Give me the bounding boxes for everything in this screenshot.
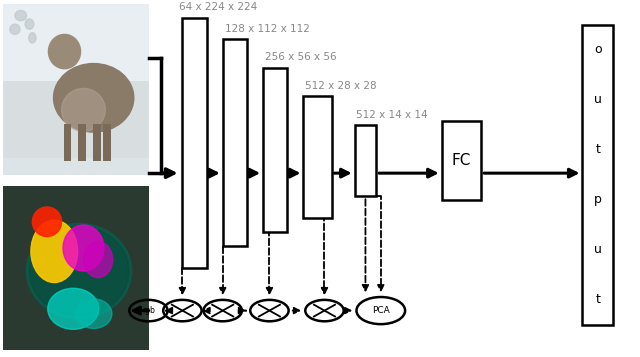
Text: o: o	[594, 44, 602, 56]
Ellipse shape	[29, 227, 129, 315]
Ellipse shape	[83, 241, 113, 278]
Ellipse shape	[61, 89, 106, 131]
Ellipse shape	[33, 207, 61, 237]
Bar	[3, 4, 149, 175]
Bar	[355, 125, 376, 196]
Bar	[263, 68, 287, 232]
Bar	[442, 121, 481, 200]
Text: u: u	[594, 94, 602, 106]
Text: t: t	[595, 144, 600, 156]
Ellipse shape	[29, 33, 36, 43]
Ellipse shape	[26, 223, 132, 319]
Bar	[223, 39, 247, 246]
Bar	[3, 4, 149, 81]
Bar	[93, 124, 100, 161]
Bar	[303, 96, 332, 218]
Text: FC: FC	[452, 153, 471, 168]
Ellipse shape	[10, 24, 20, 34]
Text: 512 x 28 x 28: 512 x 28 x 28	[305, 81, 377, 91]
Text: t: t	[595, 293, 600, 306]
Ellipse shape	[76, 299, 112, 328]
Ellipse shape	[31, 220, 77, 282]
Bar	[582, 25, 613, 325]
Bar	[3, 158, 149, 175]
Text: 128 x 112 x 112: 128 x 112 x 112	[225, 24, 310, 34]
Ellipse shape	[25, 19, 34, 29]
Text: PCA: PCA	[372, 306, 390, 315]
Text: u: u	[594, 243, 602, 256]
Bar	[103, 124, 111, 161]
Text: p: p	[594, 193, 602, 206]
Bar	[182, 18, 207, 268]
Text: 512 x 14 x 14: 512 x 14 x 14	[356, 110, 428, 120]
Ellipse shape	[49, 34, 81, 69]
Bar	[3, 186, 149, 350]
Ellipse shape	[54, 64, 134, 132]
Bar	[78, 124, 86, 161]
Text: rgb: rgb	[142, 306, 155, 315]
Ellipse shape	[48, 288, 99, 330]
Bar	[64, 124, 72, 161]
Text: 64 x 224 x 224: 64 x 224 x 224	[179, 2, 257, 12]
Ellipse shape	[63, 225, 104, 271]
Ellipse shape	[15, 10, 26, 21]
Text: 256 x 56 x 56: 256 x 56 x 56	[265, 52, 337, 62]
